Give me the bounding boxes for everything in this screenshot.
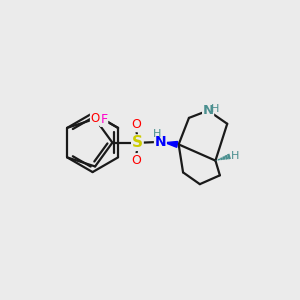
Polygon shape [165, 142, 178, 147]
Text: O: O [131, 154, 141, 167]
Text: F: F [100, 113, 108, 126]
Text: H: H [231, 151, 240, 161]
Text: N: N [154, 135, 166, 149]
Text: O: O [91, 112, 100, 125]
Text: O: O [131, 118, 141, 131]
Text: H: H [210, 104, 219, 114]
Text: N: N [202, 104, 214, 117]
Text: H: H [153, 129, 161, 139]
Text: S: S [132, 135, 143, 150]
